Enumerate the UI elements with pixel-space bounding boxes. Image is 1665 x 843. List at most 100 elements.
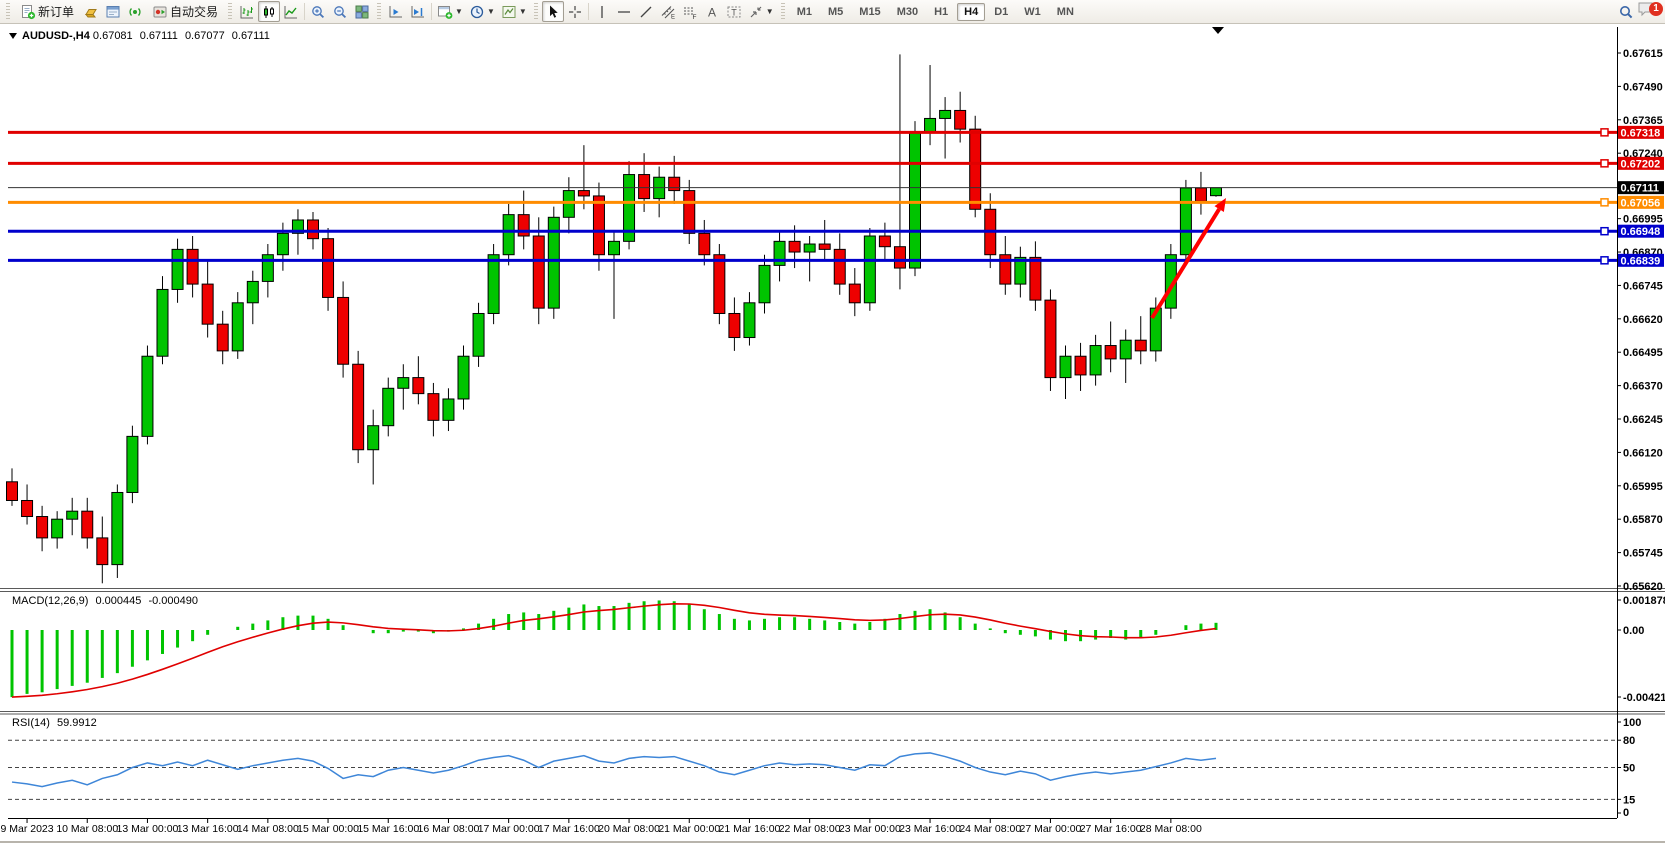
zoom-in-button[interactable] [307, 1, 329, 22]
timeframe-M30[interactable]: M30 [896, 5, 919, 18]
candlestick-chart-button[interactable] [258, 1, 281, 22]
toolbar-grip[interactable] [228, 3, 233, 20]
timeframe-MN[interactable]: MN [1056, 5, 1074, 18]
data-window-button[interactable] [102, 1, 124, 22]
candle-body [562, 190, 575, 218]
trend-arrow-head[interactable] [1214, 198, 1226, 212]
svg-text:E: E [671, 14, 675, 20]
notifications-button[interactable]: 1 [1637, 1, 1663, 22]
text-button[interactable]: A [701, 1, 723, 22]
arrows-icon [748, 4, 764, 20]
candle-body [773, 240, 786, 266]
candle-body [81, 510, 94, 539]
chart-title-text: AUDUSD-,H4 0.67081 0.67111 0.67077 0.671… [22, 30, 274, 42]
period-button[interactable]: ▼ [466, 1, 498, 22]
trend-arrow-shaft[interactable] [1150, 208, 1221, 320]
price-chip [1618, 156, 1664, 170]
hline-handle[interactable] [1600, 256, 1609, 265]
trendline-button[interactable] [635, 1, 657, 22]
candle-body [1059, 355, 1072, 379]
fibonacci-icon: F [682, 4, 698, 20]
tile-windows-button[interactable] [351, 1, 373, 22]
auto-scroll-icon [388, 4, 404, 20]
horizontal-line-button[interactable] [613, 1, 635, 22]
candle-body [6, 481, 18, 501]
time-tick-label: 17 Mar 00:00 [478, 823, 540, 835]
navigator-button[interactable] [124, 1, 146, 22]
autotrading-label: 自动交易 [170, 5, 219, 19]
toolbar-separator [587, 3, 589, 20]
new-order-button[interactable]: 新订单 [14, 1, 80, 22]
candle-body [668, 176, 681, 192]
timeframe-M1[interactable]: M1 [796, 5, 812, 18]
candle-body [397, 377, 410, 389]
price-chip [1618, 195, 1664, 209]
toolbar-grip[interactable] [533, 3, 538, 20]
candle-body [171, 248, 184, 290]
timeframe-W1[interactable]: W1 [1024, 5, 1041, 18]
chart-shift-marker[interactable] [1212, 27, 1224, 34]
ohlc-close: 0.67111 [231, 30, 270, 42]
chart-shift-button[interactable] [407, 1, 429, 22]
time-tick-label: 16 Mar 08:00 [418, 823, 480, 835]
price-chip-text: 0.66948 [1621, 226, 1661, 238]
candle-body [954, 109, 967, 130]
timeframe-H1[interactable]: H1 [934, 5, 949, 18]
zoom-out-button[interactable] [329, 1, 351, 22]
chart-canvas[interactable]: 0.676150.674900.673650.672400.669950.668… [0, 25, 1665, 843]
crosshair-button[interactable] [564, 1, 586, 22]
timeframe-H4[interactable]: H4 [957, 2, 986, 21]
search-button[interactable] [1615, 1, 1637, 22]
autotrading-button[interactable]: 自动交易 [146, 1, 224, 22]
vertical-line-button[interactable] [591, 1, 613, 22]
rsi-label: RSI(14) 59.9912 [12, 717, 101, 729]
cursor-button[interactable] [541, 1, 564, 22]
hline-handle[interactable] [1600, 226, 1609, 236]
hline-handle[interactable] [1600, 159, 1609, 168]
crosshair-icon [567, 4, 583, 20]
candle-body [1104, 345, 1117, 360]
timeframe-M15[interactable]: M15 [859, 5, 881, 18]
text-label-button[interactable]: T [723, 1, 745, 22]
candle-body [96, 537, 109, 566]
toolbar-grip[interactable] [6, 3, 10, 20]
symbol-period: AUDUSD-,H4 [22, 30, 90, 42]
candle-body [863, 235, 876, 304]
candle-body [728, 312, 741, 339]
line-chart-button[interactable] [280, 1, 302, 22]
price-tick-label: 0.67365 [1623, 115, 1663, 127]
candle-body [788, 240, 801, 253]
timeframe-D1[interactable]: D1 [994, 5, 1009, 18]
price-chip [1618, 125, 1664, 139]
candle-body [126, 435, 139, 493]
template-button[interactable]: ▼ [498, 1, 530, 22]
chart-shift-icon [410, 4, 426, 20]
candle-body [1014, 256, 1027, 285]
collapse-triangle-icon[interactable] [9, 33, 17, 39]
timeframe-M5[interactable]: M5 [828, 5, 844, 18]
candle-body [442, 398, 455, 421]
candle-body [201, 283, 214, 325]
toolbar-grip[interactable] [377, 3, 382, 20]
new-order-label: 新订单 [38, 5, 75, 19]
time-tick-label: 20 Mar 08:00 [598, 823, 660, 835]
new-chart-button[interactable]: ▼ [434, 1, 466, 22]
chevron-down-icon: ▼ [518, 6, 527, 16]
hline-handle[interactable] [1600, 198, 1609, 207]
bar-chart-button[interactable] [236, 1, 258, 22]
arrows-shapes-button[interactable]: ▼ [745, 1, 777, 22]
candle-body [1119, 339, 1132, 360]
toolbar-grip[interactable] [780, 3, 785, 20]
text-label-icon: T [726, 4, 742, 20]
auto-scroll-button[interactable] [385, 1, 407, 22]
market-watch-button[interactable] [80, 1, 102, 22]
zoom-in-icon [310, 4, 326, 20]
equidistant-channel-button[interactable]: E [657, 1, 679, 22]
candle-body [683, 190, 696, 234]
hline-handle[interactable] [1600, 128, 1609, 137]
candle-body [1089, 345, 1102, 376]
candle-body [878, 235, 891, 248]
candle-body [322, 238, 335, 298]
fibonacci-button[interactable]: F [679, 1, 701, 22]
price-tick-label: 0.65745 [1623, 548, 1663, 560]
